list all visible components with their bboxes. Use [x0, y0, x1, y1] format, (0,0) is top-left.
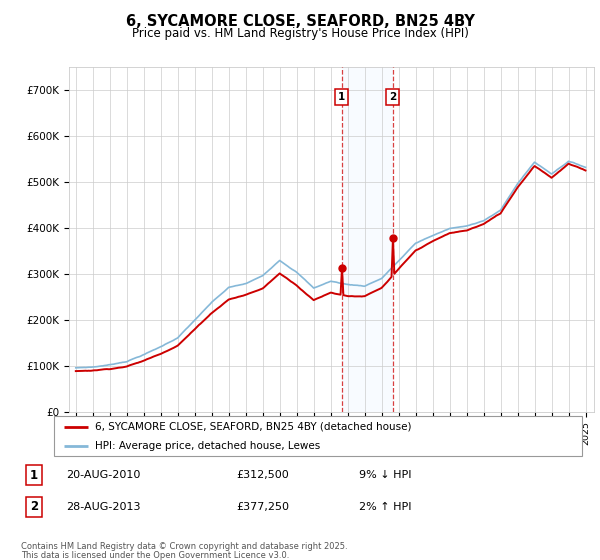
FancyBboxPatch shape: [54, 416, 582, 456]
Text: £312,500: £312,500: [236, 470, 289, 480]
Text: 6, SYCAMORE CLOSE, SEAFORD, BN25 4BY (detached house): 6, SYCAMORE CLOSE, SEAFORD, BN25 4BY (de…: [95, 422, 412, 432]
Text: This data is licensed under the Open Government Licence v3.0.: This data is licensed under the Open Gov…: [21, 551, 289, 560]
Text: HPI: Average price, detached house, Lewes: HPI: Average price, detached house, Lewe…: [95, 441, 320, 451]
Text: Contains HM Land Registry data © Crown copyright and database right 2025.: Contains HM Land Registry data © Crown c…: [21, 542, 347, 551]
Text: 2% ↑ HPI: 2% ↑ HPI: [359, 502, 412, 512]
Text: £377,250: £377,250: [236, 502, 289, 512]
Text: 9% ↓ HPI: 9% ↓ HPI: [359, 470, 412, 480]
Text: 2: 2: [30, 500, 38, 514]
Text: 28-AUG-2013: 28-AUG-2013: [66, 502, 140, 512]
Bar: [341, 67, 393, 412]
Text: 20-AUG-2010: 20-AUG-2010: [66, 470, 140, 480]
Text: 2: 2: [389, 92, 397, 102]
Text: 6, SYCAMORE CLOSE, SEAFORD, BN25 4BY: 6, SYCAMORE CLOSE, SEAFORD, BN25 4BY: [125, 14, 475, 29]
Text: 1: 1: [338, 92, 345, 102]
Text: Price paid vs. HM Land Registry's House Price Index (HPI): Price paid vs. HM Land Registry's House …: [131, 27, 469, 40]
Text: 1: 1: [30, 469, 38, 482]
